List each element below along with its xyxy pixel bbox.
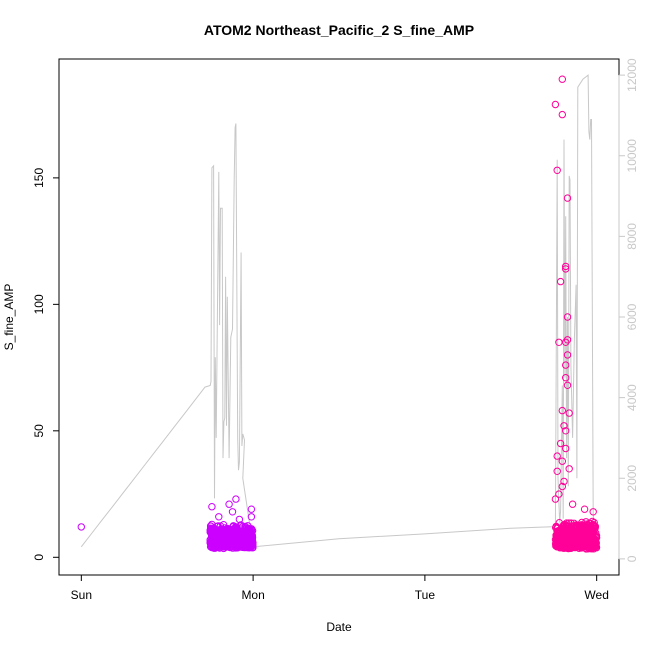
data-point-outlier	[562, 444, 570, 453]
y2-tick-label: 10000	[625, 139, 639, 173]
data-point-outlier	[555, 338, 563, 346]
data-point-outlier	[558, 110, 566, 119]
point-series	[77, 75, 601, 553]
x-axis-label: Date	[326, 620, 352, 634]
data-point-outlier	[556, 439, 565, 448]
data-point-isolated	[77, 523, 86, 531]
data-point-outlier	[565, 465, 573, 473]
data-point	[552, 522, 560, 531]
data-point	[237, 525, 245, 533]
data-point-outlier	[558, 482, 566, 491]
data-point-outlier	[562, 262, 570, 271]
data-point	[582, 537, 590, 545]
y-axis-label: S_fine_AMP	[2, 284, 16, 351]
data-point	[578, 522, 586, 530]
y-tick-label: 150	[32, 168, 46, 188]
data-point-outlier	[558, 457, 566, 465]
data-point-outlier	[563, 313, 572, 321]
data-point-outlier	[565, 409, 573, 417]
data-point	[212, 529, 221, 537]
data-point-outlier	[225, 500, 233, 508]
data-point	[552, 535, 560, 543]
data-point-outlier	[215, 513, 223, 521]
x-tick-label: Wed	[584, 588, 608, 602]
y-tick-label: 50	[32, 424, 46, 438]
data-point	[560, 532, 568, 541]
data-point	[552, 542, 560, 550]
chart-title: ATOM2 Northeast_Pacific_2 S_fine_AMP	[204, 22, 474, 38]
data-point-outlier	[560, 422, 568, 430]
y-axis-right: 0 2000 4000 6000 8000 10000 12000	[618, 58, 639, 562]
data-point-outlier	[208, 503, 216, 511]
y-tick-label: 100	[32, 294, 46, 314]
data-point	[565, 519, 573, 527]
data-point-outlier	[556, 277, 565, 286]
data-point-outlier	[563, 381, 572, 389]
y2-tick-label: 4000	[625, 384, 639, 411]
data-point-outlier	[562, 361, 570, 369]
data-point-outlier	[589, 508, 597, 516]
data-point-outlier	[247, 505, 256, 513]
data-point-outlier	[551, 100, 560, 109]
series-line	[80, 74, 598, 548]
x-axis: Sun Mon Tue Wed	[71, 574, 609, 602]
data-point-outlier	[568, 500, 577, 508]
data-point	[229, 523, 237, 531]
data-point	[227, 536, 236, 544]
data-point	[244, 529, 253, 537]
x-tick-label: Tue	[415, 588, 436, 602]
data-point-outlier	[580, 505, 589, 513]
y2-tick-label: 6000	[625, 303, 639, 330]
data-point-outlier	[232, 495, 240, 503]
data-point-outlier	[247, 513, 256, 521]
y-tick-label: 0	[32, 554, 46, 561]
data-point	[585, 525, 593, 533]
data-point	[569, 527, 578, 535]
data-point-outlier	[558, 406, 566, 415]
data-point-outlier	[553, 166, 561, 175]
y2-tick-label: 0	[625, 555, 639, 562]
y2-tick-label: 2000	[625, 465, 639, 492]
data-point	[233, 530, 241, 539]
x-tick-label: Sun	[71, 588, 92, 602]
y2-tick-label: 12000	[625, 58, 639, 92]
data-point	[590, 542, 598, 551]
data-point-outlier	[235, 515, 244, 524]
data-point	[565, 538, 573, 546]
data-point	[237, 521, 245, 529]
data-point	[219, 536, 227, 545]
data-point	[556, 543, 564, 551]
data-point	[214, 538, 222, 546]
data-point	[576, 529, 584, 537]
y2-tick-label: 8000	[625, 223, 639, 250]
data-point	[207, 528, 215, 537]
data-point	[222, 528, 231, 537]
data-point-outlier	[208, 520, 216, 529]
data-point-outlier	[562, 265, 570, 273]
data-point	[553, 528, 562, 536]
data-point-outlier	[228, 508, 237, 516]
data-point-outlier	[563, 194, 572, 202]
x-tick-label: Mon	[241, 588, 264, 602]
data-point	[230, 540, 238, 548]
data-point	[238, 538, 246, 546]
data-point	[241, 543, 250, 552]
data-point-outlier	[553, 452, 561, 460]
data-point-outlier	[558, 75, 566, 83]
data-point-outlier	[555, 490, 563, 498]
data-point-outlier	[553, 467, 561, 475]
data-point-outlier	[563, 351, 572, 359]
data-point-outlier	[560, 477, 568, 486]
data-point	[222, 531, 230, 540]
data-point-outlier	[562, 427, 570, 435]
data-point-outlier	[562, 374, 570, 382]
data-point-outlier	[551, 495, 560, 503]
line-series	[80, 74, 598, 548]
data-point	[561, 527, 570, 536]
y-axis-left: 0 50 100 150	[32, 168, 60, 561]
